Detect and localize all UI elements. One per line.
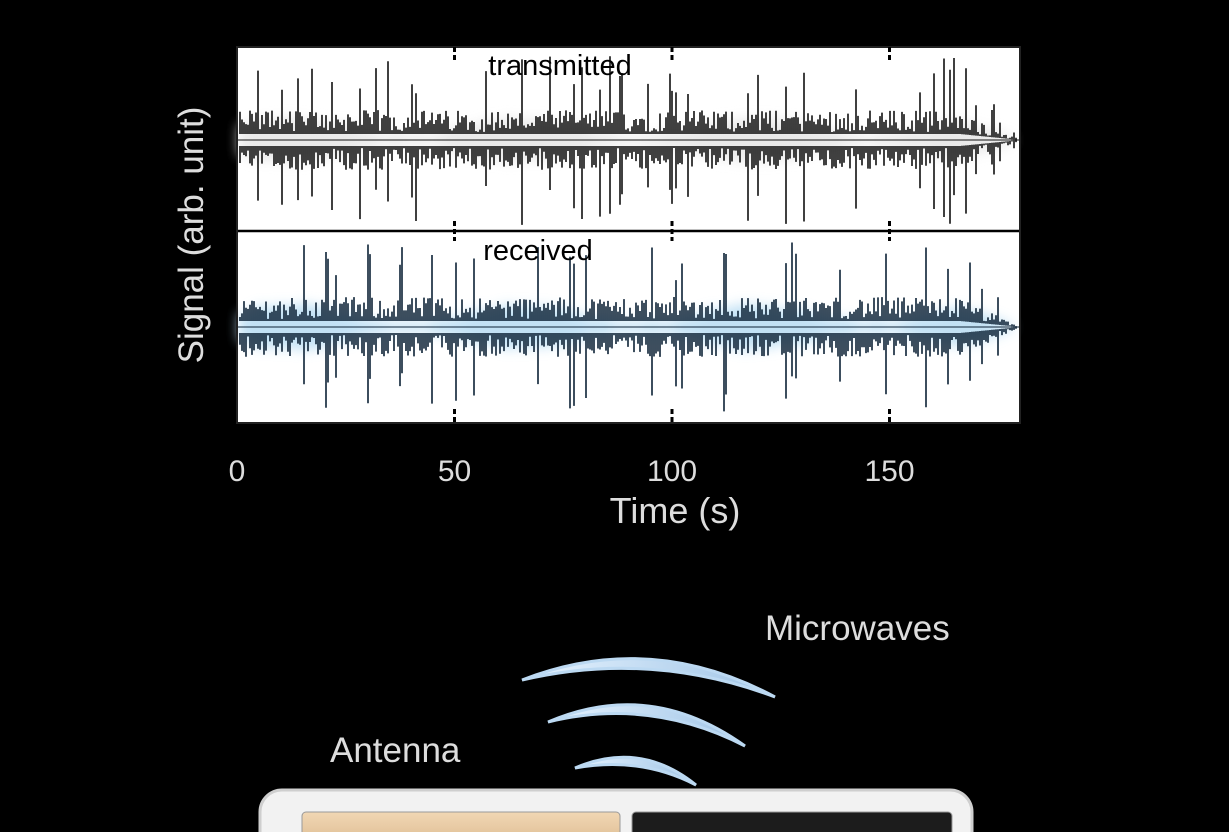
x-tick-label: 150	[864, 455, 914, 488]
microwaves-label: Microwaves	[765, 609, 950, 648]
x-axis-label: Time (s)	[610, 490, 741, 531]
panel-label: transmitted	[488, 50, 631, 82]
wave-arc	[548, 705, 745, 746]
page: {"chart_data": {"type": "waveform", "xla…	[0, 0, 1229, 832]
wave-arc	[522, 659, 775, 697]
x-tick-label: 50	[438, 455, 471, 488]
antenna-label: Antenna	[330, 731, 461, 770]
figure: transmitted received Time (s) Signal (ar…	[0, 0, 1229, 832]
antenna-patch	[632, 812, 952, 832]
x-tick-label: 0	[229, 455, 246, 488]
panel-label: received	[483, 235, 593, 267]
plot-area	[237, 47, 1020, 423]
wave-arc	[575, 757, 696, 785]
antenna-device	[260, 790, 972, 832]
x-tick-label: 100	[647, 455, 697, 488]
microwave-arcs	[522, 659, 775, 785]
y-axis-label: Signal (arb. unit)	[172, 107, 211, 364]
antenna-patch	[302, 812, 620, 832]
